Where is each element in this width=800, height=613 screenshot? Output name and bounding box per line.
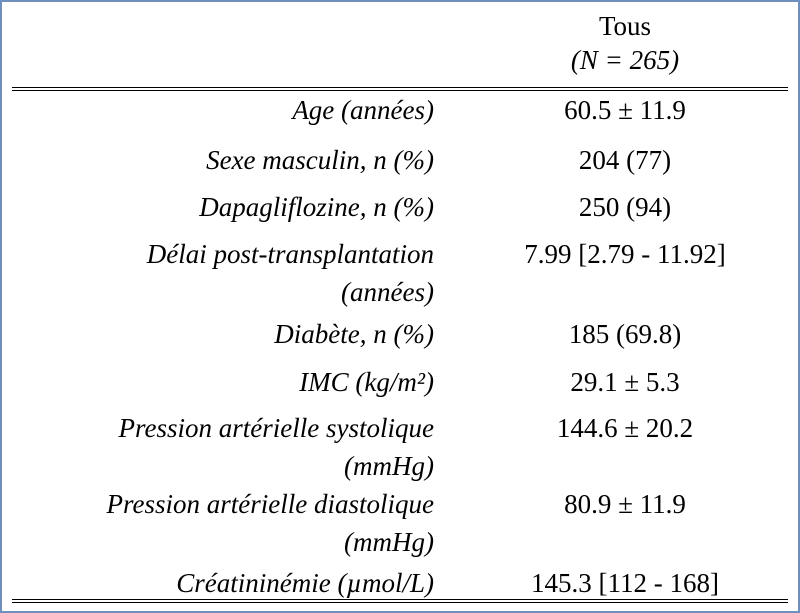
row-label: Pression artérielle systolique bbox=[118, 413, 434, 443]
row-label: Age (années) bbox=[292, 95, 434, 125]
row-value: 145.3 [112 - 168] bbox=[531, 568, 719, 598]
baseline-characteristics-table: Tous (N = 265) Age (années) 60.5 ± 11.9 … bbox=[12, 8, 788, 603]
row-value: 29.1 ± 5.3 bbox=[570, 367, 680, 397]
column-header-all: Tous bbox=[598, 11, 652, 41]
row-value: 144.6 ± 20.2 bbox=[556, 413, 694, 443]
footer-rule bbox=[12, 599, 788, 603]
row-label: Dapagliflozine, n (%) bbox=[199, 192, 434, 222]
row-label: Créatininémie (µmol/L) bbox=[176, 568, 434, 598]
table-header: Tous (N = 265) bbox=[12, 8, 788, 84]
row-label: Sexe masculin, n (%) bbox=[206, 145, 434, 175]
row-value: 185 (69.8) bbox=[568, 319, 682, 349]
row-value: 80.9 ± 11.9 bbox=[564, 489, 686, 519]
header-rule bbox=[12, 87, 788, 91]
row-label-continued: (mmHg) bbox=[344, 527, 434, 557]
column-sample-size: (N = 265) bbox=[570, 45, 680, 75]
row-value: 60.5 ± 11.9 bbox=[564, 95, 686, 125]
row-label-continued: (années) bbox=[341, 277, 434, 307]
row-value: 7.99 [2.79 - 11.92] bbox=[524, 239, 726, 269]
row-label: Pression artérielle diastolique bbox=[106, 489, 434, 519]
row-label-continued: (mmHg) bbox=[344, 451, 434, 481]
row-label: IMC (kg/m²) bbox=[299, 367, 434, 397]
row-label: Délai post-transplantation bbox=[146, 239, 434, 269]
row-label: Diabète, n (%) bbox=[274, 319, 434, 349]
row-value: 204 (77) bbox=[578, 145, 672, 175]
row-value: 250 (94) bbox=[578, 192, 672, 222]
